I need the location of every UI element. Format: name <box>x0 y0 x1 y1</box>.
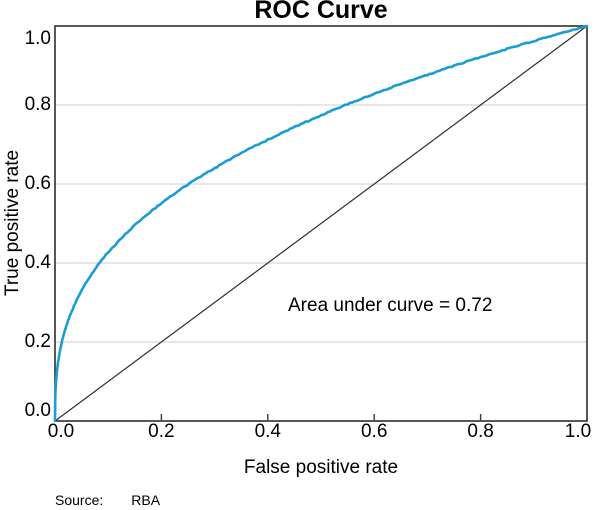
roc-curve-line <box>53 24 589 423</box>
x-axis-tick-label: 0.8 <box>467 421 494 442</box>
x-axis-tick-label: 1.0 <box>564 421 592 442</box>
source-value: RBA <box>131 492 161 508</box>
y-axis-tick-label: 1.0 <box>24 28 51 49</box>
auc-annotation: Area under curve = 0.72 <box>288 295 493 316</box>
y-axis-tick-label: 0.2 <box>24 331 51 352</box>
y-axis-tick-label: 0.8 <box>24 94 51 115</box>
x-axis-tick-label: 0.4 <box>254 421 281 442</box>
x-axis-tick-label: 0.6 <box>360 421 388 442</box>
x-axis-title: False positive rate <box>243 457 399 478</box>
source-label: Source: <box>55 492 104 508</box>
y-axis-title: True positive rate <box>2 149 23 297</box>
plot-border <box>54 25 588 422</box>
x-axis-tick-label: 0.2 <box>148 421 175 442</box>
x-axis-tick-label: 0.0 <box>47 421 75 442</box>
y-axis-tick-label: 0.6 <box>24 173 51 194</box>
y-axis-tick-label: 0.0 <box>24 400 51 421</box>
chance-diagonal-line <box>54 25 588 422</box>
source-note: Source: RBA <box>55 492 160 508</box>
y-axis-tick-label: 0.4 <box>24 252 51 273</box>
chart-title: ROC Curve <box>254 0 388 24</box>
